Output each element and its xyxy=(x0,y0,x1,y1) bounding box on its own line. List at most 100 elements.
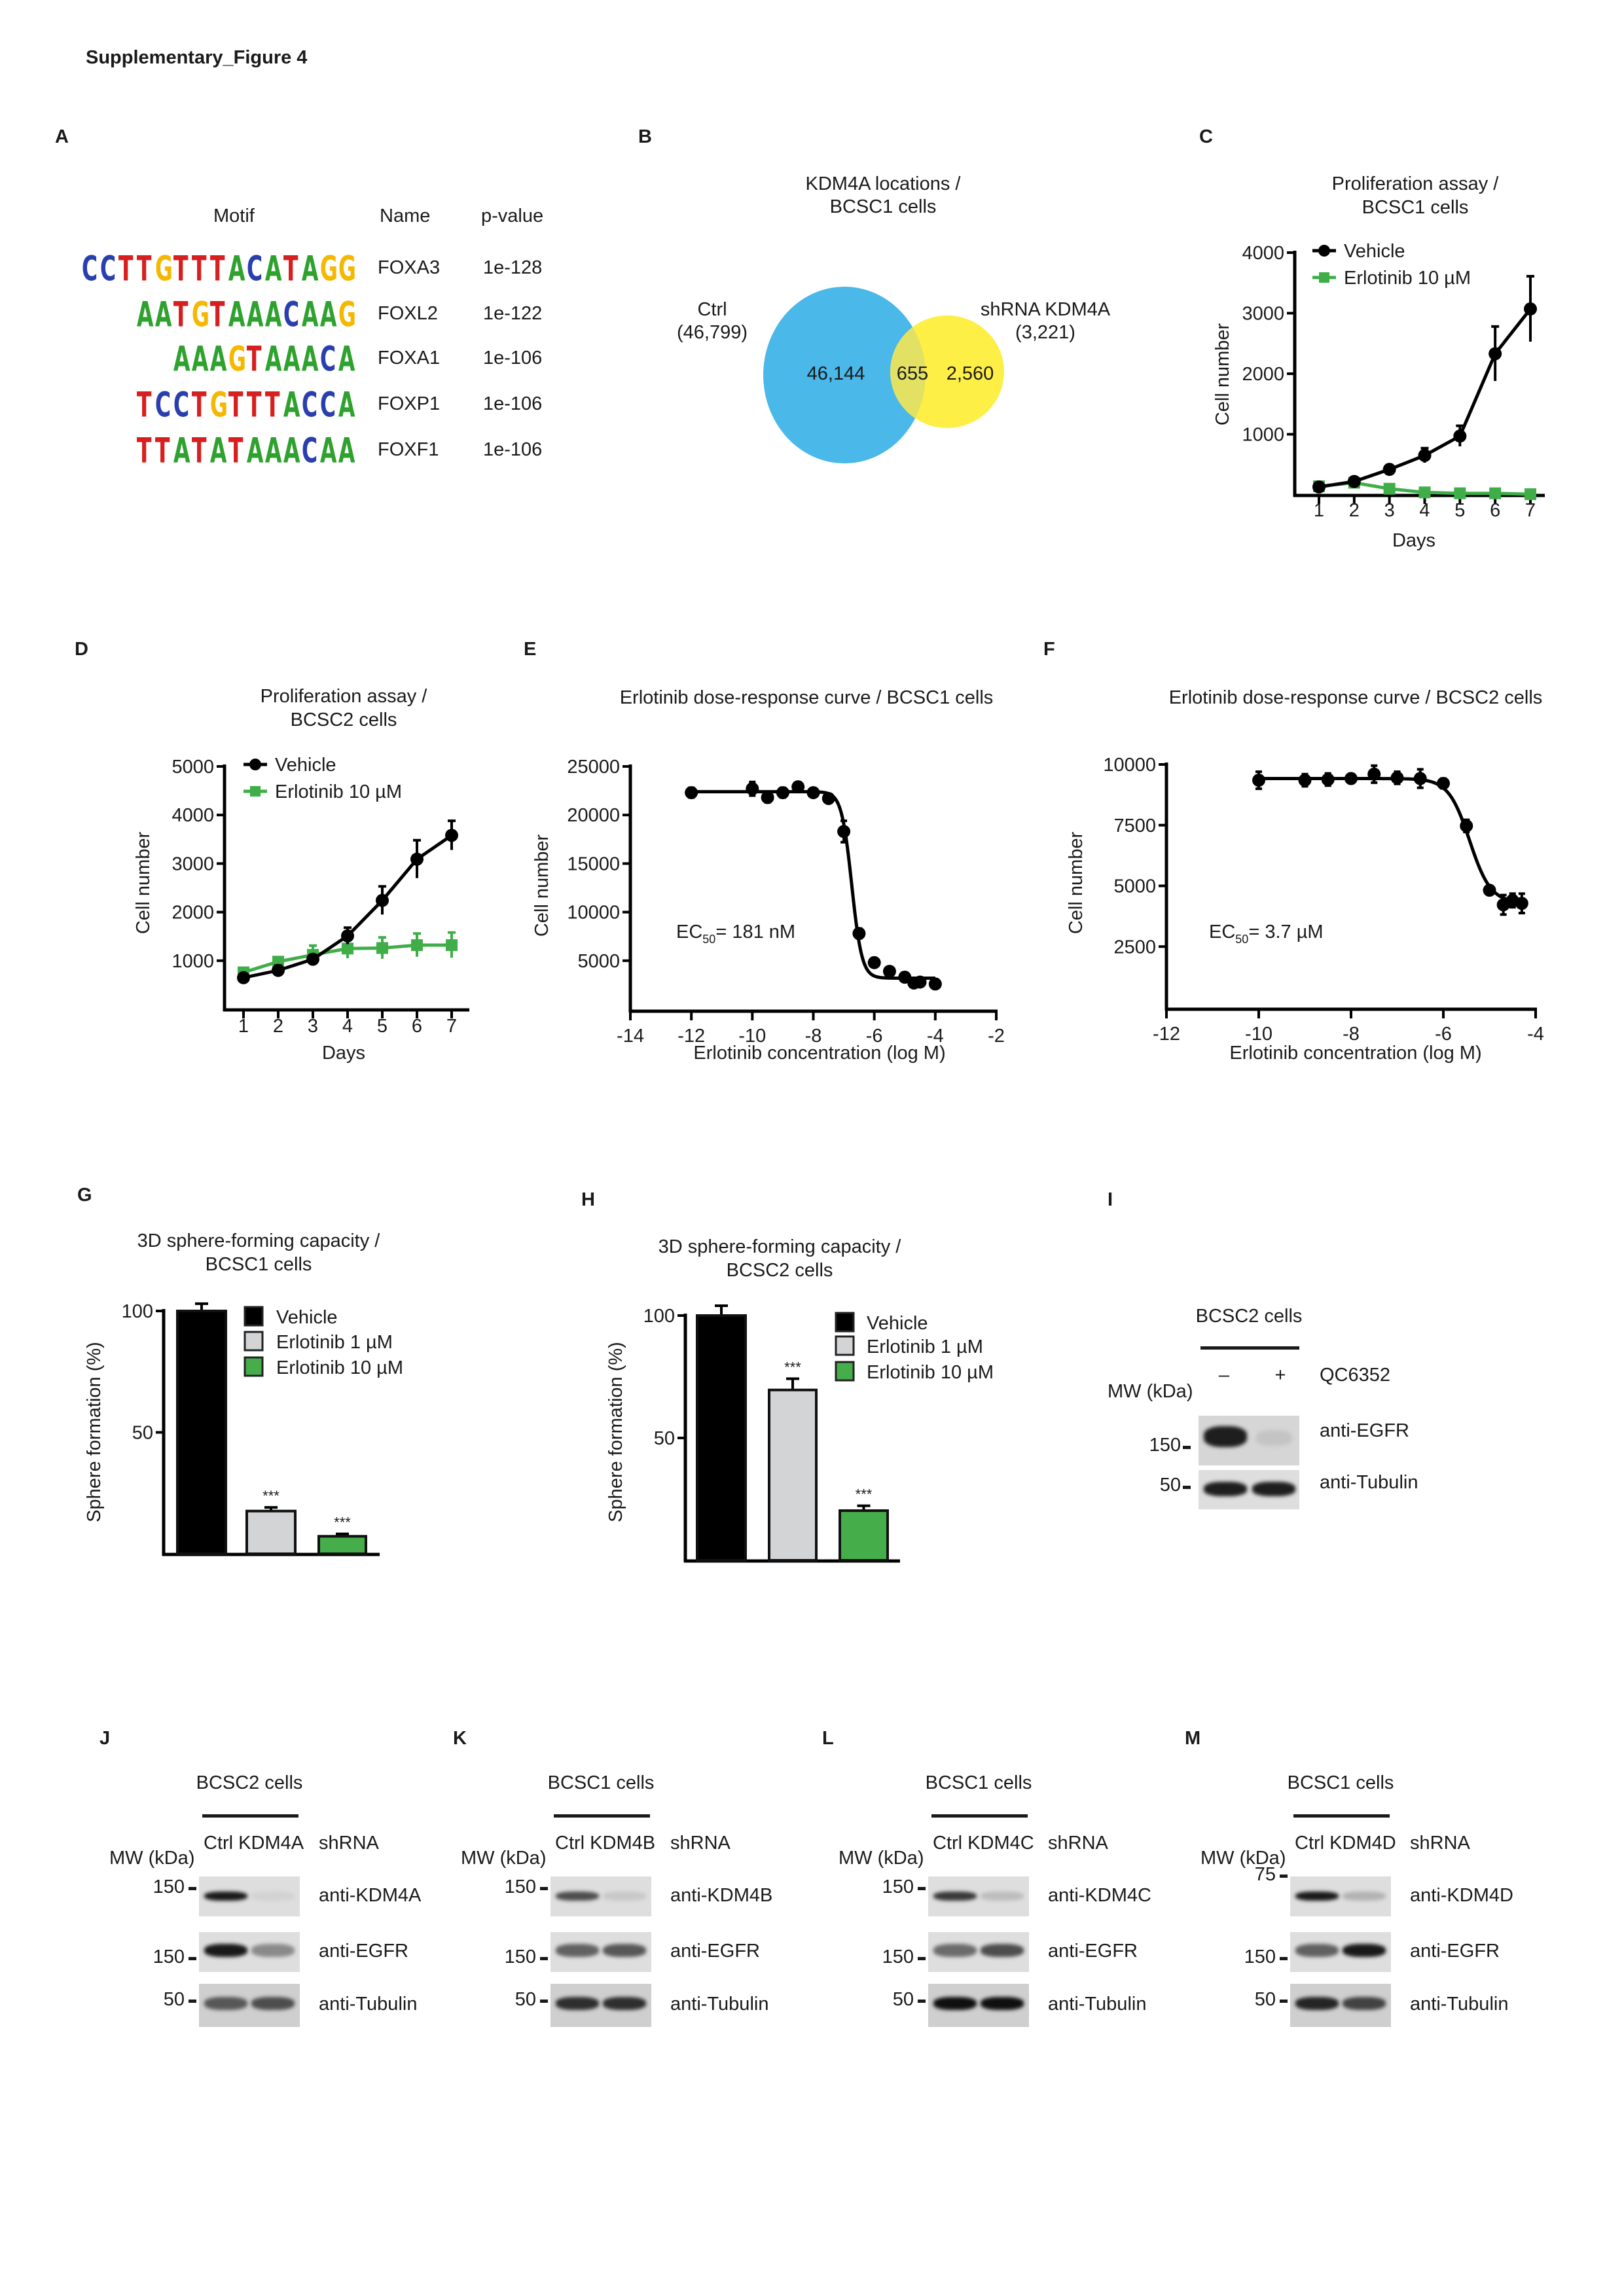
data-point xyxy=(1515,897,1528,910)
chart-title-line1: Proliferation assay / xyxy=(1332,173,1500,194)
blot-tubulin xyxy=(1290,1984,1391,2027)
x-tick-label: 2 xyxy=(273,1016,283,1037)
lane-labels: Ctrl KDM4C xyxy=(933,1833,1034,1854)
y-tick-label: 7500 xyxy=(1113,816,1156,836)
y-tick-label: 20000 xyxy=(567,805,620,826)
logo-letter: G xyxy=(338,247,357,289)
y-tick-label: 100 xyxy=(122,1301,153,1322)
blot-kdm4c xyxy=(928,1876,1029,1916)
motif-pvalue: 1e-122 xyxy=(483,303,543,324)
logo-letter: A xyxy=(301,338,319,380)
ec50-value: = 181 nM xyxy=(715,922,795,942)
mw-tick xyxy=(918,1957,926,1960)
lane-group-line xyxy=(1293,1814,1390,1818)
significance-marker: *** xyxy=(262,1488,280,1504)
data-point xyxy=(376,893,389,907)
y-tick-label: 1000 xyxy=(171,951,214,972)
legend-label: Vehicle xyxy=(276,1307,338,1328)
logo-letter: T xyxy=(191,429,207,471)
legend-marker xyxy=(1319,272,1329,283)
antibody-label: anti-Tubulin xyxy=(1410,1994,1509,2015)
motif-pvalue: 1e-106 xyxy=(483,348,543,368)
bar xyxy=(839,1509,889,1562)
series-line xyxy=(243,943,452,974)
data-point xyxy=(272,956,284,968)
mw-tick xyxy=(1280,1957,1288,1960)
legend-swatch xyxy=(244,1331,264,1352)
shrna-label: shRNA xyxy=(319,1833,379,1854)
x-axis-label: Erlotinib concentration (log M) xyxy=(693,1043,945,1064)
legend-swatch xyxy=(244,1356,264,1377)
venn-right-total: (3,221) xyxy=(1015,322,1075,343)
data-point xyxy=(1382,463,1396,476)
mw-marker: 150 xyxy=(1244,1946,1276,1967)
name-header: Name xyxy=(380,206,431,226)
logo-letter: T xyxy=(136,429,152,471)
logo-letter: T xyxy=(246,384,262,425)
mw-marker: 50 xyxy=(163,1989,185,2010)
y-tick-label: 2000 xyxy=(1242,364,1284,385)
logo-letter: C xyxy=(301,384,318,425)
y-axis-label: Cell number xyxy=(133,831,154,934)
data-point xyxy=(928,977,942,991)
venn-left-only-count: 46,144 xyxy=(806,363,865,384)
logo-letter: A xyxy=(173,338,190,380)
panel-letter-l: L xyxy=(822,1728,834,1749)
legend-swatch xyxy=(835,1361,855,1382)
logo-letter: A xyxy=(191,338,209,380)
mw-tick xyxy=(918,1887,926,1890)
logo-letter: A xyxy=(319,429,337,471)
band xyxy=(981,1892,1024,1901)
y-tick-label: 25000 xyxy=(567,757,620,778)
logo-letter: T xyxy=(191,247,207,289)
logo-letter: C xyxy=(81,247,98,289)
data-point xyxy=(237,971,250,984)
band xyxy=(1343,1944,1386,1957)
y-tick-label: 4000 xyxy=(1242,243,1284,264)
mw-tick xyxy=(1183,1446,1191,1449)
chart-title-line2: BCSC1 cells xyxy=(206,1254,312,1275)
logo-letter: A xyxy=(264,293,282,335)
logo-letter: G xyxy=(338,293,357,335)
y-tick-label: 10000 xyxy=(567,903,620,924)
panel-letter-c: C xyxy=(1199,126,1213,147)
data-point xyxy=(806,786,820,800)
band xyxy=(1204,1482,1247,1496)
data-point xyxy=(1489,347,1502,361)
chart-title-line1: 3D sphere-forming capacity / xyxy=(659,1236,902,1257)
data-point xyxy=(306,952,319,966)
data-point xyxy=(1489,487,1502,499)
mw-tick xyxy=(1280,1874,1288,1878)
logo-letter: A xyxy=(283,429,300,471)
logo-letter: A xyxy=(264,338,282,380)
x-tick-label: -8 xyxy=(1343,1024,1360,1045)
panel-letter-m: M xyxy=(1185,1728,1201,1749)
x-tick-label: 5 xyxy=(377,1016,388,1037)
mw-tick xyxy=(189,2000,196,2003)
band xyxy=(1204,1426,1247,1447)
x-tick-label: -10 xyxy=(738,1026,766,1047)
venn-title-line2: BCSC1 cells xyxy=(829,196,937,217)
data-point xyxy=(913,975,927,989)
blot-egfr xyxy=(1290,1932,1391,1972)
y-tick-label: 10000 xyxy=(1103,755,1156,776)
data-point xyxy=(376,942,388,954)
band xyxy=(1295,1944,1339,1957)
logo-letter: A xyxy=(209,338,227,380)
y-tick-label: 1000 xyxy=(1242,425,1284,446)
bar xyxy=(245,1509,297,1556)
mw-tick xyxy=(918,2000,926,2003)
blot-tubulin xyxy=(1199,1470,1299,1509)
data-point xyxy=(238,966,249,978)
data-point xyxy=(410,852,424,866)
legend-label: Erlotinib 10 µM xyxy=(276,1357,403,1378)
data-point xyxy=(1367,767,1381,781)
logo-letter: T xyxy=(209,247,225,289)
band xyxy=(981,1997,1024,2010)
logo-letter: G xyxy=(154,247,173,289)
chart-title-line2: BCSC2 cells xyxy=(291,709,397,730)
logo-letter: A xyxy=(338,338,355,380)
logo-letter: T xyxy=(283,247,298,289)
data-point xyxy=(1312,480,1326,493)
